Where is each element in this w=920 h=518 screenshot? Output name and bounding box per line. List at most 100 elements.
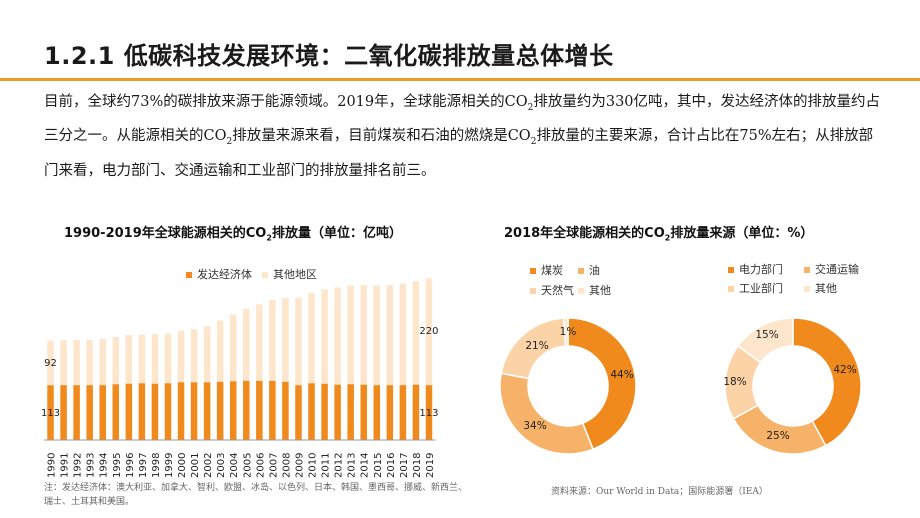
x-tick-label: 2009 <box>294 453 305 478</box>
page-title: 1.2.1 低碳科技发展环境：二氧化碳排放量总体增长 <box>44 42 614 70</box>
bar-developed-2010 <box>308 383 315 440</box>
legend-swatch-power <box>728 267 734 273</box>
legend-swatch-other-regions <box>262 272 268 278</box>
intro-text-3: 排放量来源来看，目前煤炭和石油的燃烧是CO <box>232 128 531 145</box>
intro-sub-1: 2 <box>527 102 534 113</box>
bar-developed-2009 <box>295 385 302 440</box>
x-tick-label: 2000 <box>177 453 188 478</box>
legend-item-oil: 油 <box>578 262 600 278</box>
bar-other-1994 <box>99 338 106 386</box>
footnote: 注：发达经济体：澳大利亚、加拿大、智利、欧盟、冰岛、以色列、日本、韩国、墨西哥、… <box>44 483 468 507</box>
x-tick-label: 1990 <box>47 453 58 478</box>
bar-developed-2012 <box>334 384 341 440</box>
bar-developed-1992 <box>73 385 80 440</box>
intro-paragraph: 目前，全球约73%的碳排放来源于能源领域。2019年，全球能源相关的CO2排放量… <box>44 88 884 185</box>
source-note: 资料来源：Our World in Data；国际能源署（IEA） <box>551 487 768 497</box>
x-tick-label: 1993 <box>86 453 97 478</box>
bar-other-1991 <box>60 340 67 386</box>
bar-developed-2007 <box>269 380 276 440</box>
legend-swatch-industry <box>728 286 734 292</box>
title-underline <box>0 78 920 81</box>
legend-item-other-source: 其他 <box>578 282 611 298</box>
donut1-slice-0 <box>567 317 637 451</box>
data-label-2019-developed: 113 <box>419 408 438 419</box>
bar-other-2011 <box>321 289 328 384</box>
data-label-1990-developed: 113 <box>41 408 60 419</box>
bar-developed-1993 <box>86 385 93 440</box>
legend-label-industry: 工业部门 <box>739 282 783 295</box>
legend-label-other-sector: 其他 <box>815 282 837 295</box>
donut-chart-title: 2018年全球能源相关的CO2排放量来源（单位：%） <box>504 222 813 243</box>
intro-text-2: 排放量约为330亿吨，其中，发达经济体的排放量约占三分之一。从能源相关的CO <box>44 94 881 145</box>
donut2-slice-0 <box>792 317 862 447</box>
bar-other-2009 <box>295 297 302 386</box>
legend-item-coal: 煤炭 <box>530 262 563 278</box>
donut2-slice-3 <box>736 317 794 364</box>
bar-developed-1998 <box>151 383 159 440</box>
bar-other-1992 <box>73 339 80 386</box>
bar-developed-2016 <box>386 385 394 440</box>
bar-developed-2014 <box>360 384 367 440</box>
x-tick-label: 2016 <box>386 453 397 478</box>
bar-developed-1991 <box>60 385 67 440</box>
bar-other-2016 <box>386 285 394 386</box>
bar-other-2019 <box>425 278 433 386</box>
x-tick-label: 2012 <box>334 453 345 478</box>
intro-text-4: 排放量的主要来源，合计占比在75%左右；从排放部门来看，电力部门、交通运输和工业… <box>44 128 874 179</box>
bar-developed-2017 <box>399 385 407 440</box>
x-tick-label: 2015 <box>373 453 384 478</box>
bar-developed-2011 <box>321 383 328 440</box>
legend-label-power: 电力部门 <box>739 263 783 276</box>
legend-item-gas: 天然气 <box>530 282 574 298</box>
x-tick-label: 2001 <box>190 453 201 478</box>
bar-developed-2004 <box>229 381 237 440</box>
x-tick-label: 2017 <box>399 453 410 478</box>
bar-other-2000 <box>177 330 185 383</box>
legend-label-other-source: 其他 <box>589 284 611 297</box>
bar-other-2001 <box>190 329 198 383</box>
bar-developed-1994 <box>99 385 106 440</box>
legend-item-other-sector: 其他 <box>804 280 837 296</box>
x-tick-label: 1999 <box>164 453 175 478</box>
legend-swatch-gas <box>530 288 536 294</box>
data-label-2019-other: 220 <box>419 326 438 337</box>
legend-label-coal: 煤炭 <box>541 264 563 277</box>
bar-other-1995 <box>112 337 120 385</box>
bar-other-1993 <box>86 339 93 386</box>
bar-developed-2013 <box>347 384 354 440</box>
x-tick-label: 2014 <box>360 453 371 478</box>
donut2-label-3: 15% <box>755 329 778 341</box>
x-tick-label: 1998 <box>151 453 162 478</box>
legend-label-transport: 交通运输 <box>815 263 859 276</box>
bar-other-2014 <box>360 285 367 385</box>
legend-swatch-other-sector <box>804 286 810 292</box>
bar-developed-2002 <box>203 382 211 440</box>
intro-sub-3: 2 <box>530 137 537 148</box>
bar-developed-2008 <box>282 381 289 440</box>
x-tick-label: 2011 <box>321 453 332 478</box>
bar-developed-1999 <box>164 383 172 440</box>
legend-item-developed: 发达经济体 <box>186 266 252 282</box>
x-tick-label: 2018 <box>412 453 423 478</box>
x-tick-label: 2003 <box>216 453 227 478</box>
donut-chart-title-suffix: 排放量来源（单位：%） <box>670 226 814 241</box>
bar-chart-title-sub: 2 <box>266 233 272 243</box>
x-tick-label: 1996 <box>125 453 136 478</box>
bar-other-1996 <box>125 335 133 384</box>
legend-swatch-transport <box>804 267 810 273</box>
donut1-slice-3 <box>562 317 569 347</box>
legend-item-transport: 交通运输 <box>804 261 859 277</box>
bar-developed-1996 <box>125 383 133 440</box>
bar-chart-title-text: 1990-2019年全球能源相关的CO <box>64 226 267 241</box>
donut2-label-2: 18% <box>723 376 746 388</box>
x-tick-label: 2007 <box>268 453 279 478</box>
donut-chart-title-text: 2018年全球能源相关的CO <box>504 226 665 241</box>
x-tick-label: 2019 <box>425 453 436 478</box>
x-tick-label: 2013 <box>347 453 358 478</box>
x-tick-label: 1997 <box>138 453 149 478</box>
bar-other-2018 <box>412 281 420 385</box>
legend-swatch-developed <box>186 272 192 278</box>
donut1-label-2: 21% <box>525 340 548 352</box>
bar-chart-title: 1990-2019年全球能源相关的CO2排放量（单位：亿吨） <box>64 222 402 243</box>
